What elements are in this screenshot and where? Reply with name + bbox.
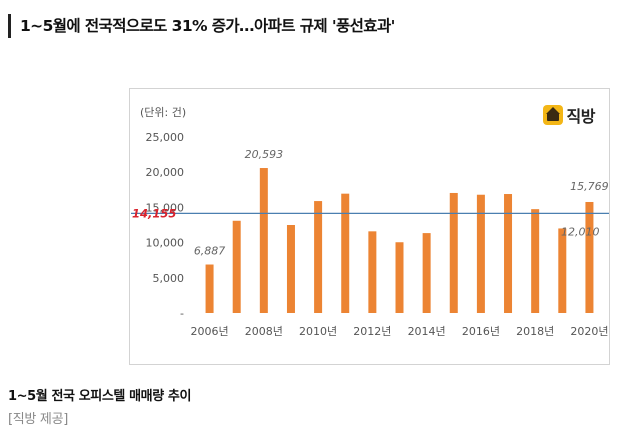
caption-source: [직방 제공]	[8, 412, 69, 427]
bar	[476, 194, 485, 313]
x-tick-label: 2012년	[353, 325, 391, 338]
headline: 1~5월에 전국적으로도 31% 증가…아파트 규제 '풍선효과'	[8, 14, 395, 38]
x-tick-label: 2006년	[191, 325, 229, 338]
bar	[558, 228, 567, 313]
y-tick-label: 5,000	[153, 272, 185, 285]
x-tick-label: 2020년	[570, 325, 608, 338]
bar	[341, 193, 350, 313]
bar-chart: (단위: 건) - 5,000 10,000 15,000 20,000 25,000 14,…	[131, 106, 609, 338]
data-label: 15,769	[570, 180, 609, 193]
bar	[422, 233, 431, 313]
caption-title: 1~5월 전국 오피스텔 매매량 추이	[8, 389, 192, 404]
y-tick-label: 10,000	[146, 237, 185, 250]
bar	[504, 194, 513, 313]
x-tick-label: 2016년	[462, 325, 500, 338]
data-label: 6,887	[194, 245, 226, 258]
y-tick-label: -	[180, 307, 184, 320]
bar	[314, 201, 323, 313]
bar	[531, 209, 540, 313]
bar	[449, 192, 458, 313]
reference-line-label: 14,155	[132, 206, 176, 220]
bar	[259, 168, 268, 313]
brand-logo: 직방	[542, 103, 596, 127]
y-tick-label: 15,000	[146, 201, 185, 214]
bar	[395, 242, 404, 313]
y-tick-label: 20,000	[146, 166, 185, 179]
unit-label: (단위: 건)	[140, 106, 186, 119]
chart-panel: (단위: 건) - 5,000 10,000 15,000 20,000 25,000 14,…	[129, 88, 610, 365]
x-tick-label: 2018년	[516, 325, 554, 338]
x-tick-label: 2010년	[299, 325, 337, 338]
bar	[368, 231, 377, 313]
x-tick-label: 2008년	[245, 325, 283, 338]
house-icon	[542, 105, 563, 125]
data-label: 12,010	[561, 225, 600, 238]
bar	[232, 220, 241, 313]
y-tick-label: 25,000	[146, 131, 185, 144]
data-label: 20,593	[245, 148, 283, 161]
bar	[286, 225, 295, 313]
x-tick-label: 2014년	[408, 325, 446, 338]
logo-text: 직방	[566, 107, 596, 126]
bar	[205, 264, 214, 313]
bar	[585, 201, 594, 313]
